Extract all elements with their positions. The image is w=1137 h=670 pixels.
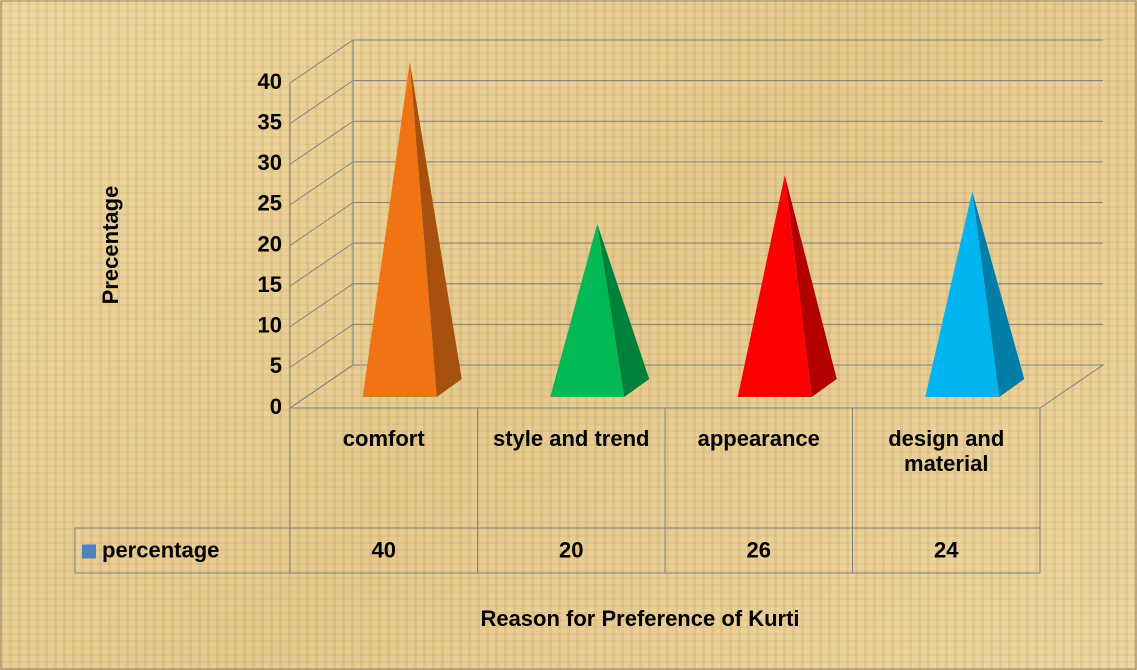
y-tick-label: 10 <box>258 313 282 338</box>
pyramid-side <box>972 191 1025 397</box>
pyramid-side <box>409 61 462 397</box>
table-value: 20 <box>559 537 583 562</box>
y-tick-label: 20 <box>258 231 282 256</box>
category-label: appearance <box>697 426 820 451</box>
category-label: design and material <box>888 426 1005 476</box>
category-label: style and trend <box>493 426 650 451</box>
pyramid-front <box>362 61 437 397</box>
pyramid-side <box>784 175 837 397</box>
legend-key <box>82 544 96 559</box>
pyramid-front <box>550 224 625 397</box>
legend-label: percentage <box>102 537 219 562</box>
pyramid-front <box>737 175 812 397</box>
table-value: 26 <box>747 537 771 562</box>
table-value: 40 <box>372 537 396 562</box>
y-tick-label: 5 <box>270 353 282 378</box>
pyramid-side <box>597 224 650 397</box>
x-axis-label: Reason for Preference of Kurti <box>480 606 799 631</box>
category-label: comfort <box>342 426 425 451</box>
y-tick-label: 40 <box>258 69 282 94</box>
y-tick-label: 15 <box>258 272 282 297</box>
y-tick-label: 25 <box>258 191 282 216</box>
y-tick-label: 0 <box>270 394 282 419</box>
y-axis-label: Precentage <box>98 186 123 305</box>
table-value: 24 <box>934 537 959 562</box>
y-tick-label: 35 <box>258 109 282 134</box>
pyramid-front <box>925 191 1000 397</box>
y-tick-label: 30 <box>258 150 282 175</box>
